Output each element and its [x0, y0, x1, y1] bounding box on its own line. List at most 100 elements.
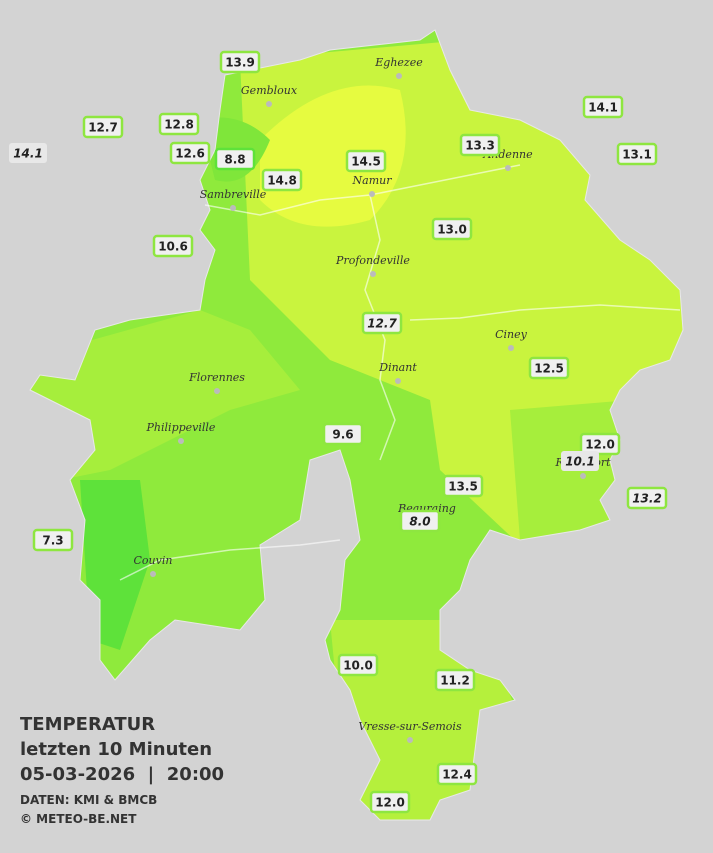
station-value: 14.1: [13, 147, 43, 161]
town-dot: [214, 388, 220, 394]
station-value: 10.0: [343, 659, 373, 673]
station-value: 12.8: [164, 118, 194, 132]
station-box: [361, 311, 403, 335]
station-value: 7.3: [42, 534, 63, 548]
station-box: [82, 115, 124, 139]
station: 13.9: [219, 50, 261, 74]
caption-period: letzten 10 Minuten: [20, 739, 212, 760]
town-dot: [508, 345, 514, 351]
caption-copyright: © METEO-BE.NET: [20, 812, 137, 826]
station: 13.3: [459, 133, 501, 157]
station-box: [431, 217, 473, 241]
town-label: Namur: [352, 174, 393, 187]
town-label: Vresse-sur-Semois: [358, 720, 462, 733]
station-value: 13.9: [225, 56, 255, 70]
town-label: Couvin: [134, 554, 173, 567]
station: 12.7: [82, 115, 124, 139]
station: 12.0: [579, 432, 621, 456]
station-value: 12.6: [175, 147, 205, 161]
station-box: [9, 143, 47, 163]
station-box: [152, 234, 194, 258]
station-box: [219, 50, 261, 74]
station: 11.2: [434, 668, 476, 692]
town-label: Philippeville: [146, 421, 216, 434]
station-box: [434, 668, 476, 692]
station: 10.6: [152, 234, 194, 258]
station-box: [459, 133, 501, 157]
station-box: [369, 790, 411, 814]
station-value: 13.1: [622, 148, 652, 162]
station: 10.0: [337, 653, 379, 677]
town-dot: [505, 165, 511, 171]
town-dot: [407, 737, 413, 743]
station-value: 13.0: [437, 223, 467, 237]
station: 12.7: [361, 311, 403, 335]
caption: TEMPERATUR letzten 10 Minuten 05-03-2026…: [20, 714, 224, 826]
station-box: [322, 422, 364, 446]
station-value: 12.5: [534, 362, 564, 376]
station-box: [399, 509, 441, 533]
station-value: 10.6: [158, 240, 188, 254]
station: 9.6: [322, 422, 364, 446]
station: 8.8: [214, 147, 256, 171]
station-value: 12.0: [585, 438, 615, 452]
station: 7.3: [32, 528, 74, 552]
station-box: [214, 147, 256, 171]
town-label: Dinant: [378, 361, 417, 374]
station: 13.0: [431, 217, 473, 241]
town-dot: [150, 571, 156, 577]
station-box: [582, 95, 624, 119]
town-label: Gembloux: [241, 84, 298, 97]
town-dot: [178, 438, 184, 444]
station-value: 8.8: [224, 153, 245, 167]
station-box: [345, 149, 387, 173]
station-value: 12.0: [375, 796, 405, 810]
station-value: 10.1: [565, 455, 595, 469]
town-dot: [396, 73, 402, 79]
town-dot: [266, 101, 272, 107]
station-box: [337, 653, 379, 677]
station-box: [169, 141, 211, 165]
station: 12.4: [436, 762, 478, 786]
station-box: [442, 474, 484, 498]
station-value: 14.5: [351, 155, 381, 169]
station-box: [32, 528, 74, 552]
station: 14.1: [582, 95, 624, 119]
station: 13.2: [626, 486, 668, 510]
town-dot: [369, 191, 375, 197]
station-value: 13.5: [448, 480, 478, 494]
town-label: Ciney: [495, 328, 528, 341]
caption-datetime: 05-03-2026 | 20:00: [20, 764, 224, 785]
station: 10.1: [561, 451, 599, 471]
station: 14.1: [9, 143, 47, 163]
town-dot: [230, 205, 236, 211]
station-value: 9.6: [332, 428, 353, 442]
station-value: 14.1: [588, 101, 618, 115]
station-box: [626, 486, 668, 510]
town-label: Florennes: [188, 371, 245, 384]
station-box: [616, 142, 658, 166]
station-box: [561, 451, 599, 471]
station: 8.0: [399, 509, 441, 533]
station: 13.5: [442, 474, 484, 498]
station-box: [158, 112, 200, 136]
station-value: 11.2: [440, 674, 470, 688]
station-box: [261, 168, 303, 192]
station-value: 12.7: [367, 317, 397, 331]
station-box: [528, 356, 570, 380]
station-box: [436, 762, 478, 786]
station-value: 12.7: [88, 121, 118, 135]
station-value: 14.8: [267, 174, 297, 188]
town-dot: [580, 473, 586, 479]
town-label: Profondeville: [335, 254, 410, 267]
town-label: Eghezee: [374, 56, 423, 69]
station: 12.5: [528, 356, 570, 380]
station: 14.8: [261, 168, 303, 192]
town-dot: [370, 271, 376, 277]
station: 14.5: [345, 149, 387, 173]
station-value: 13.2: [632, 492, 662, 506]
caption-title: TEMPERATUR: [20, 714, 155, 735]
station: 13.1: [616, 142, 658, 166]
station-value: 12.4: [442, 768, 472, 782]
